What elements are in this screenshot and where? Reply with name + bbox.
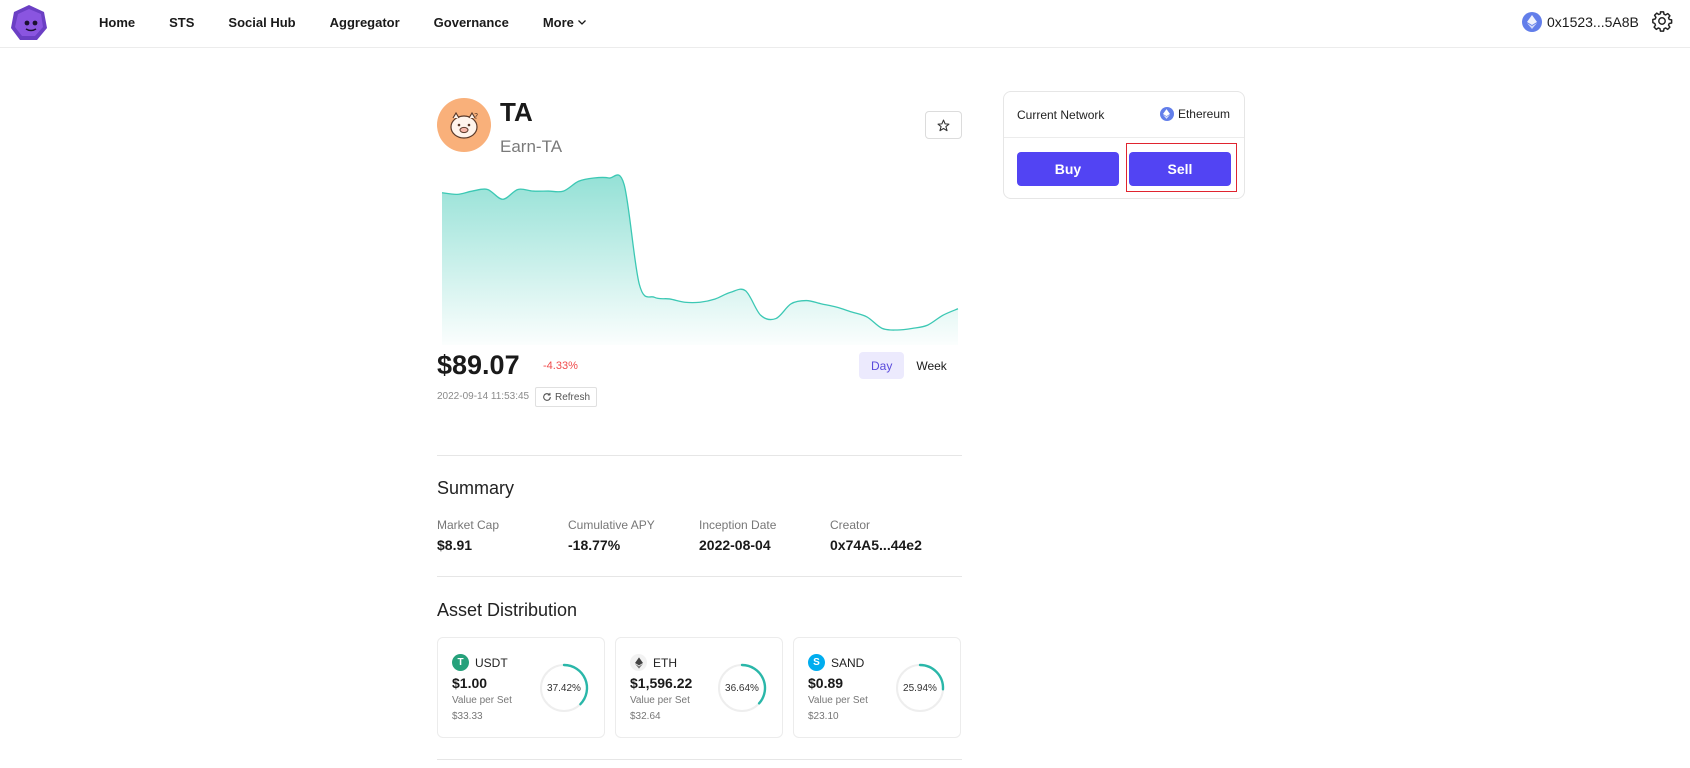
allocation-ring: [718, 663, 767, 712]
tab-week[interactable]: Week: [916, 358, 947, 373]
asset-card-eth: ETH $1,596.22 Value per Set $32.64 36.64…: [615, 637, 783, 738]
asset-symbol: USDT: [475, 655, 508, 670]
asset-head: T USDT: [452, 654, 508, 671]
chart-line: [441, 174, 959, 331]
nav-social-hub[interactable]: Social Hub: [228, 14, 296, 30]
refresh-button[interactable]: Refresh: [535, 387, 598, 407]
stat-label: Market Cap: [437, 518, 500, 532]
stat-market-cap: Market Cap $8.91: [437, 518, 499, 553]
nav-home[interactable]: Home: [99, 14, 136, 30]
asset-vps-label: Value per Set: [808, 695, 868, 706]
divider: [437, 759, 962, 760]
price-change: -4.33%: [543, 360, 578, 372]
pig-mascot-icon: ?: [450, 111, 478, 139]
allocation-ring: [540, 663, 589, 712]
wallet-address-button[interactable]: 0x1523...5A8B: [1522, 11, 1639, 33]
asset-card-sand: S SAND $0.89 Value per Set $23.10 25.94%: [793, 637, 961, 738]
asset-price: $0.89: [808, 675, 844, 691]
usdt-icon: T: [452, 654, 469, 671]
stat-value: -18.77%: [568, 537, 621, 553]
asset-symbol: ETH: [653, 655, 677, 670]
stat-label: Creator: [830, 518, 871, 532]
asset-head: ETH: [630, 654, 677, 671]
current-price: $89.07: [437, 350, 520, 380]
asset-vps-label: Value per Set: [452, 695, 512, 706]
ethereum-icon: [1159, 107, 1174, 121]
refresh-label: Refresh: [555, 391, 591, 403]
stat-value: 2022-08-04: [699, 537, 771, 553]
allocation-ring: [896, 663, 945, 712]
stat-cumulative-apy: Cumulative APY -18.77%: [568, 518, 655, 553]
wallet-address-text: 0x1523...5A8B: [1547, 14, 1639, 30]
asset-head: S SAND: [808, 654, 864, 671]
svg-text:?: ?: [474, 112, 478, 121]
eth-icon: [630, 654, 647, 671]
stat-label: Cumulative APY: [568, 518, 655, 532]
asset-vps-value: $32.64: [630, 711, 661, 722]
favorite-button[interactable]: [925, 111, 962, 139]
asset-vps-value: $33.33: [452, 711, 483, 722]
token-name: Earn-TA: [500, 137, 563, 156]
star-icon: [937, 119, 950, 131]
nav-governance[interactable]: Governance: [433, 14, 509, 30]
tab-day[interactable]: Day: [859, 352, 905, 379]
token-symbol: TA: [500, 97, 533, 127]
allocation-percent: 25.94%: [903, 682, 937, 694]
stat-creator: Creator 0x74A5...44e2: [830, 518, 922, 553]
divider: [437, 576, 962, 577]
sell-button[interactable]: Sell: [1129, 152, 1231, 186]
nav-more-dropdown[interactable]: More: [543, 15, 587, 30]
asset-distribution-title: Asset Distribution: [437, 600, 578, 620]
buy-button[interactable]: Buy: [1017, 152, 1119, 186]
network-value: Ethereum: [1177, 107, 1230, 121]
sand-icon: S: [808, 654, 825, 671]
token-avatar: ?: [437, 98, 491, 152]
stat-inception-date: Inception Date 2022-08-04: [699, 518, 776, 553]
asset-card-usdt: T USDT $1.00 Value per Set $33.33 37.42%: [437, 637, 605, 738]
refresh-icon: [543, 392, 551, 401]
app-logo-icon[interactable]: [10, 4, 48, 42]
gear-icon[interactable]: [1651, 10, 1673, 32]
asset-vps-label: Value per Set: [630, 695, 690, 706]
network-selector[interactable]: Ethereum: [1159, 107, 1230, 121]
divider: [437, 455, 962, 456]
asset-price: $1,596.22: [630, 675, 693, 691]
price-chart: [441, 174, 959, 345]
price-timestamp: 2022-09-14 11:53:45: [437, 391, 530, 402]
asset-vps-value: $23.10: [808, 711, 839, 722]
stat-value: $8.91: [437, 537, 473, 553]
allocation-percent: 36.64%: [725, 682, 759, 694]
summary-title: Summary: [437, 478, 515, 498]
range-tabs: Day Week: [859, 352, 959, 379]
asset-price: $1.00: [452, 675, 488, 691]
trade-panel: Current Network Ethereum Buy Sell: [1003, 91, 1245, 199]
nav-aggregator[interactable]: Aggregator: [329, 14, 400, 30]
stat-value[interactable]: 0x74A5...44e2: [830, 537, 922, 553]
top-navigation-bar: Home STS Social Hub Aggregator Governanc…: [0, 0, 1690, 48]
asset-symbol: SAND: [831, 655, 865, 670]
allocation-percent: 37.42%: [547, 682, 581, 694]
nav-sts[interactable]: STS: [169, 14, 195, 30]
divider: [1004, 137, 1244, 138]
network-label: Current Network: [1017, 108, 1105, 122]
stat-label: Inception Date: [699, 518, 777, 532]
chart-area: [442, 174, 958, 345]
chevron-down-icon: [577, 20, 586, 25]
ethereum-icon: [1522, 12, 1542, 32]
